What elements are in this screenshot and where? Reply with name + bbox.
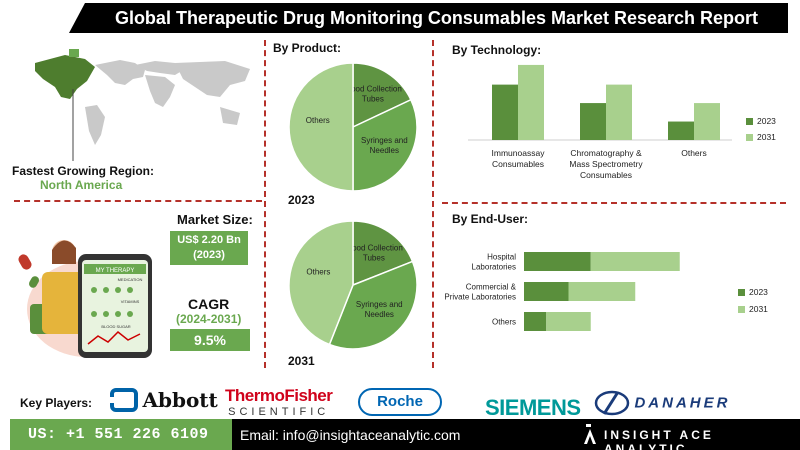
bar-2023 [524, 312, 547, 331]
bar-2031 [694, 103, 720, 140]
cagr-label: CAGR [188, 296, 230, 312]
pie-slice-syringes-and-needles [328, 260, 418, 350]
north-america-shape [35, 55, 95, 99]
thermofisher-logo: ThermoFisher SCIENTIFIC [225, 386, 333, 418]
x-tick-label: Chromatography & Mass Spectrometry Consuma… [569, 148, 643, 180]
email-contact[interactable]: Email: info@insightaceanalytic.com [240, 427, 461, 443]
title-bar: Global Therapeutic Drug Monitoring Consu… [69, 3, 788, 33]
market-size-year: (2023) [193, 249, 225, 261]
insightace-logo-icon [584, 424, 596, 444]
bar-2031 [590, 252, 680, 271]
brand-name: INSIGHT ACE ANALYTIC [604, 428, 714, 450]
pie-slice-blood-collection-tubes [352, 220, 414, 287]
vitamins-text: VITAMINS [121, 299, 140, 304]
bar-2023 [668, 121, 694, 140]
end-user-chart-title: By End-User: [452, 212, 529, 226]
product-chart-title: By Product: [273, 41, 342, 55]
bar-2031 [568, 282, 636, 301]
pie-year-2031: 2031 [288, 354, 315, 368]
bar-2023 [524, 282, 569, 301]
product-pie-2023: Blood Collection Tubes Syringes and Needles… [288, 62, 418, 192]
key-players-label: Key Players: [20, 396, 93, 410]
bar-2031 [518, 64, 544, 140]
legend-swatch-2023 [738, 289, 745, 296]
legend-label: 2023 [749, 287, 768, 297]
bar-2031 [606, 84, 632, 140]
legend-swatch-2023 [746, 118, 753, 125]
pie-slice-blood-collection-tubes [352, 62, 412, 129]
pie-label: Others [306, 116, 330, 125]
divider [442, 202, 786, 204]
pie-label: Blood Collection Tubes [345, 243, 403, 262]
market-size-label: Market Size: [177, 212, 253, 227]
legend-label: 2023 [757, 116, 776, 126]
divider [14, 200, 262, 202]
bar-2023 [492, 84, 518, 140]
phone-contact[interactable]: US: +1 551 226 6109 [10, 419, 232, 450]
region-value: North America [40, 178, 123, 192]
pie-slice-syringes-and-needles [352, 98, 418, 192]
y-tick-label: Hospital Laboratories [472, 253, 517, 272]
pie-label: Syringes and Needles [361, 136, 408, 155]
roche-logo: Roche [358, 388, 442, 416]
medication-text: MEDICATION [118, 277, 143, 282]
bar-2023 [524, 252, 591, 271]
therapy-illustration: MY THERAPY MEDICATION VITAMINS BLOOD SUG… [18, 240, 152, 358]
pie-slice-others [288, 220, 354, 346]
legend-swatch-2031 [738, 306, 745, 313]
abbott-logo: Abbott [110, 386, 218, 414]
pie-label: Syringes and Needles [356, 300, 403, 319]
y-tick-label: Others [492, 318, 516, 327]
technology-chart-title: By Technology: [452, 43, 542, 57]
legend-label: 2031 [749, 304, 768, 314]
divider [264, 40, 266, 368]
page-title: Global Therapeutic Drug Monitoring Consu… [114, 8, 759, 28]
technology-bar-chart: Immunoassay Consumables Chromatography & Ma… [468, 64, 776, 180]
bar-2031 [546, 312, 591, 331]
x-tick-label: Immunoassay Consumables [492, 148, 546, 169]
abbott-icon [110, 388, 138, 412]
cagr-value: 9.5% [170, 329, 250, 351]
pie-label: Blood Collection Tubes [344, 85, 402, 104]
footer-bar: Email: info@insightaceanalytic.com INSIG… [232, 419, 800, 450]
bar-2023 [580, 103, 606, 140]
pie-slice-others [288, 62, 354, 192]
siemens-logo: SIEMENS [485, 395, 581, 420]
legend-label: 2031 [757, 132, 776, 142]
phone-title-text: MY THERAPY [96, 268, 135, 274]
legend-swatch-2031 [746, 134, 753, 141]
pie-year-2023: 2023 [288, 193, 315, 207]
end-user-bar-chart: Hospital Laboratories Commercial & Private … [444, 252, 768, 331]
danaher-logo: DANAHER [594, 390, 730, 416]
product-pie-2031: Blood Collection Tubes Syringes and Needles… [288, 220, 418, 350]
region-label: Fastest Growing Region: [12, 164, 155, 178]
cagr-period: (2024-2031) [176, 312, 242, 326]
market-size-value: US$ 2.20 Bn [177, 234, 241, 246]
market-size-box: US$ 2.20 Bn (2023) [170, 231, 248, 265]
y-tick-label: Commercial & Private Laboratories [444, 283, 516, 302]
world-map [35, 49, 250, 161]
pie-label: Others [306, 267, 330, 276]
divider [432, 40, 434, 368]
blood-sugar-text: BLOOD SUGAR [101, 324, 130, 329]
danaher-icon [594, 390, 630, 416]
x-tick-label: Others [681, 148, 707, 158]
